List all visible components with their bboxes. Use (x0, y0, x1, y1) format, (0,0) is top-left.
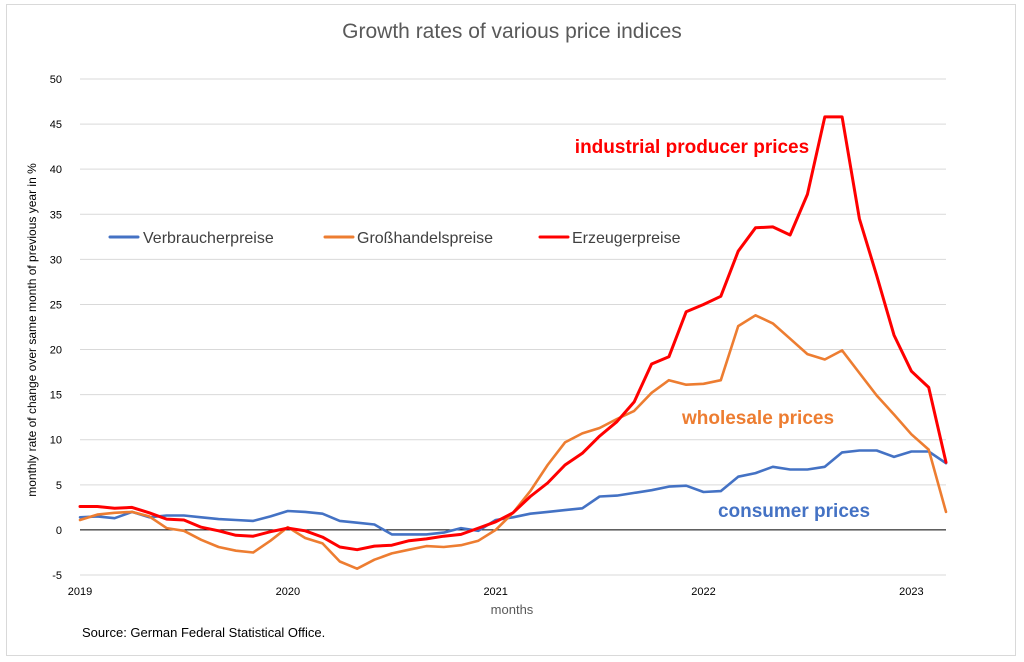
series-line-erzeugerpreise (78, 115, 948, 552)
y-tick-label: 10 (50, 435, 62, 447)
y-tick-label: 5 (56, 480, 62, 492)
y-tick-label: 35 (50, 209, 62, 221)
x-tick-labels: 2019 2020 2021 2022 2023 (68, 586, 924, 598)
x-tick-label: 2023 (899, 586, 923, 598)
y-tick-label: 0 (56, 525, 62, 537)
y-tick-label: 20 (50, 345, 62, 357)
annotation-industrial-producer-prices: industrial producer prices (575, 137, 809, 158)
x-axis-title: months (491, 602, 534, 617)
series-line-verbraucherpreise (78, 449, 948, 536)
series-line-gro-handelspreise (78, 313, 948, 571)
x-tick-label: 2019 (68, 586, 92, 598)
y-tick-label: 45 (50, 119, 62, 131)
y-tick-label: 30 (50, 254, 62, 266)
legend-label: Großhandelspreise (357, 230, 493, 247)
series-annotations: consumer prices wholesale prices industria… (575, 137, 870, 522)
chart-title: Growth rates of various price indices (342, 20, 682, 43)
annotation-consumer-prices: consumer prices (718, 501, 870, 522)
source-note: Source: German Federal Statistical Offic… (82, 625, 326, 640)
y-tick-label: 50 (50, 74, 62, 86)
y-axis-title: monthly rate of change over same month o… (25, 163, 39, 497)
gridlines (80, 78, 946, 576)
series-lines (78, 115, 948, 571)
legend: Verbraucherpreise Großhandelspreise Erzeug… (108, 230, 681, 247)
y-tick-label: 40 (50, 164, 62, 176)
x-tick-label: 2020 (276, 586, 300, 598)
annotation-wholesale-prices: wholesale prices (681, 408, 834, 429)
x-tick-label: 2021 (483, 586, 507, 598)
y-tick-label: 15 (50, 390, 62, 402)
x-tick-label: 2022 (691, 586, 715, 598)
legend-label: Verbraucherpreise (143, 230, 274, 247)
y-tick-labels: -5 0 5 10 15 20 25 30 35 40 45 50 (50, 74, 62, 582)
legend-label: Erzeugerpreise (572, 230, 681, 247)
y-tick-label: -5 (52, 570, 62, 582)
y-tick-label: 25 (50, 299, 62, 311)
